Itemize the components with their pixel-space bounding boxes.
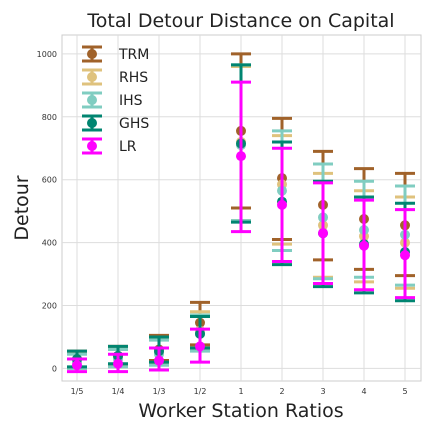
legend-label: RHS	[119, 70, 148, 86]
x-tick-label: 1/2	[194, 387, 207, 396]
x-tick-label: 1	[238, 387, 243, 396]
y-tick-label: 1000	[37, 50, 57, 59]
legend-item-lr: LR	[82, 137, 137, 155]
series-lr	[67, 80, 415, 374]
data-point	[400, 250, 410, 261]
legend-label: IHS	[119, 93, 143, 109]
y-tick-labels: 0 200 400 600 800 1000	[37, 50, 57, 374]
legend-marker-dot	[87, 95, 97, 105]
legend-marker-dot	[87, 118, 97, 128]
x-tick-label: 1/3	[153, 387, 166, 396]
data-point	[359, 240, 369, 251]
x-tick-label: 4	[361, 387, 366, 396]
legend: TRM RHS IHS GHS LR	[82, 45, 149, 155]
y-tick-label: 200	[42, 302, 57, 311]
legend-item-ihs: IHS	[82, 91, 143, 109]
legend-label: LR	[119, 139, 137, 155]
data-point	[318, 228, 328, 239]
x-axis-title: Worker Station Ratios	[138, 400, 343, 422]
series-layer	[67, 52, 415, 374]
x-tick-label: 1/4	[112, 387, 125, 396]
legend-marker-dot	[87, 72, 97, 82]
legend-item-ghs: GHS	[82, 114, 149, 132]
y-tick-label: 400	[42, 239, 57, 248]
data-point	[277, 199, 287, 210]
x-tick-label: 2	[279, 387, 284, 396]
x-tick-labels: 1/5 1/4 1/3 1/2 1 2 3 4 5	[71, 387, 408, 396]
legend-label: GHS	[119, 116, 149, 132]
x-tick-label: 1/5	[71, 387, 84, 396]
legend-marker-dot	[87, 141, 97, 151]
data-point	[72, 360, 82, 371]
x-tick-label: 5	[402, 387, 407, 396]
x-tick-label: 3	[320, 387, 325, 396]
legend-label: TRM	[118, 47, 149, 63]
y-tick-label: 800	[42, 113, 57, 122]
data-point	[195, 341, 205, 352]
legend-item-trm: TRM	[82, 45, 149, 63]
data-point	[236, 151, 246, 162]
y-axis-title: Detour	[11, 175, 33, 240]
y-tick-label: 0	[52, 364, 57, 373]
chart-title: Total Detour Distance on Capital	[86, 10, 394, 32]
y-tick-label: 600	[42, 176, 57, 185]
legend-item-rhs: RHS	[82, 68, 148, 86]
data-point	[154, 355, 164, 366]
grid-lines	[62, 35, 421, 381]
legend-marker-dot	[87, 49, 97, 59]
data-point	[113, 358, 123, 369]
